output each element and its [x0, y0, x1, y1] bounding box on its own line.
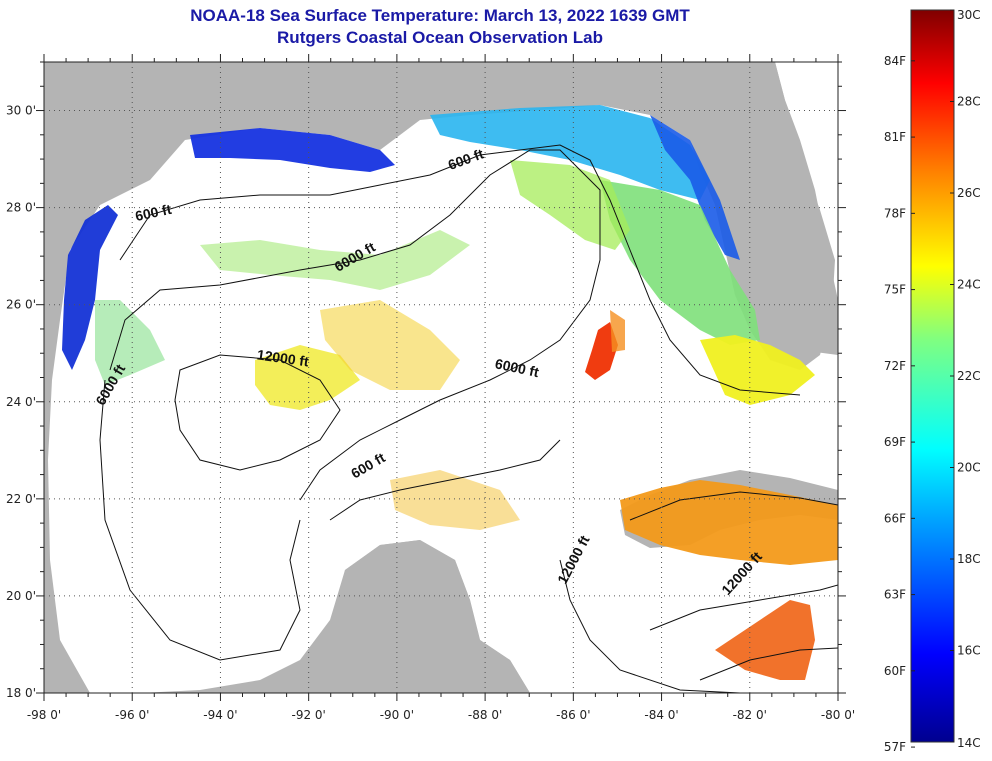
x-tick-label: -98 0'	[27, 708, 61, 722]
sst-blue-florida-panhandle	[650, 115, 740, 260]
contour-6000ft-west	[99, 379, 301, 661]
sst-orange-caribbean	[715, 600, 815, 680]
contour-cuba-island	[629, 491, 838, 521]
bathymetry-contours	[99, 144, 838, 693]
sst-green-texas-shelf	[95, 300, 165, 385]
x-axis-ticks: -98 0' -96 0' -94 0' -92 0' -90 0' -88 0' -86 …	[27, 54, 855, 722]
colorbar-c-label: 22C	[957, 369, 981, 383]
x-tick-label: -90 0'	[380, 708, 414, 722]
contour-12000ft-caribbean	[559, 559, 741, 693]
contour-caribbean-rim	[699, 647, 838, 681]
sst-red-loop	[585, 322, 618, 380]
sst-cyan-mississippi	[430, 105, 710, 200]
colorbar-c-label: 28C	[957, 95, 981, 109]
florida-land	[690, 62, 835, 370]
sst-green-north-patches	[200, 230, 470, 290]
colorbar-c-label: 20C	[957, 461, 981, 475]
x-tick-label: -82 0'	[733, 708, 767, 722]
sst-orange-cuba-north	[620, 480, 838, 565]
sst-yellow-florida-south	[700, 335, 815, 405]
contour-12000ft	[174, 354, 341, 471]
colorbar-f-label: 63F	[884, 588, 906, 602]
colorbar-f-label: 69F	[884, 435, 906, 449]
colorbar-c-label: 18C	[957, 552, 981, 566]
colorbar-c-label: 24C	[957, 278, 981, 292]
colorbar-f-label: 66F	[884, 511, 906, 525]
graticule	[44, 62, 838, 693]
contour-600ft	[119, 144, 801, 396]
contour-label: 600 ft	[134, 201, 173, 224]
colorbar-f-label: 57F	[884, 740, 906, 754]
colorbar-c-label: 14C	[957, 736, 981, 750]
colorbar-c-label: 16C	[957, 644, 981, 658]
contour-600ft-yucatan	[329, 439, 561, 521]
colorbar-f-label: 81F	[884, 130, 906, 144]
y-tick-label: 24 0'	[6, 395, 36, 409]
x-tick-label: -94 0'	[203, 708, 237, 722]
colorbar-c-label: 26C	[957, 186, 981, 200]
colorbar-f-label: 60F	[884, 664, 906, 678]
y-tick-label: 28 0'	[6, 201, 36, 215]
sst-blue-louisiana	[190, 128, 395, 172]
colorbar-f-label: 75F	[884, 283, 906, 297]
y-tick-label: 30 0'	[6, 104, 36, 118]
colorbar-celsius-labels: 30C 28C 26C 24C 22C 20C 18C 16C 14C	[950, 8, 981, 750]
x-tick-label: -96 0'	[115, 708, 149, 722]
map-title: NOAA-18 Sea Surface Temperature: March 1…	[190, 6, 690, 25]
sst-blue-texas	[62, 205, 118, 370]
x-tick-label: -88 0'	[468, 708, 502, 722]
y-tick-label: 18 0'	[6, 686, 36, 700]
sst-yellow-central-west	[255, 345, 360, 410]
contour-caribbean-south	[649, 584, 838, 631]
y-tick-label: 26 0'	[6, 298, 36, 312]
x-tick-label: -92 0'	[291, 708, 325, 722]
y-axis-ticks: 30 0' 28 0' 26 0' 24 0' 22 0' 20 0' 18 0'	[6, 61, 846, 700]
contour-label: 12000 ft	[256, 346, 310, 369]
yucatan-land	[300, 540, 530, 693]
colorbar-f-label: 78F	[884, 206, 906, 220]
map-subtitle: Rutgers Coastal Ocean Observation Lab	[277, 28, 603, 47]
x-tick-label: -80 0'	[821, 708, 855, 722]
colorbar	[910, 9, 955, 743]
y-tick-label: 22 0'	[6, 492, 36, 506]
y-tick-label: 20 0'	[6, 589, 36, 603]
x-tick-label: -84 0'	[644, 708, 678, 722]
colorbar-f-label: 84F	[884, 54, 906, 68]
sst-yellow-central	[320, 300, 460, 390]
sst-green-florida-shelf	[600, 180, 760, 345]
colorbar-fahrenheit-labels: 84F 81F 78F 75F 72F 69F 66F 63F 60F 57F	[884, 54, 915, 754]
x-tick-label: -86 0'	[556, 708, 590, 722]
contour-6000ft	[109, 149, 601, 501]
sst-orange-loop-edge	[610, 310, 625, 352]
colorbar-f-label: 72F	[884, 359, 906, 373]
colorbar-c-label: 30C	[957, 8, 981, 22]
atlantic-water	[775, 62, 838, 300]
